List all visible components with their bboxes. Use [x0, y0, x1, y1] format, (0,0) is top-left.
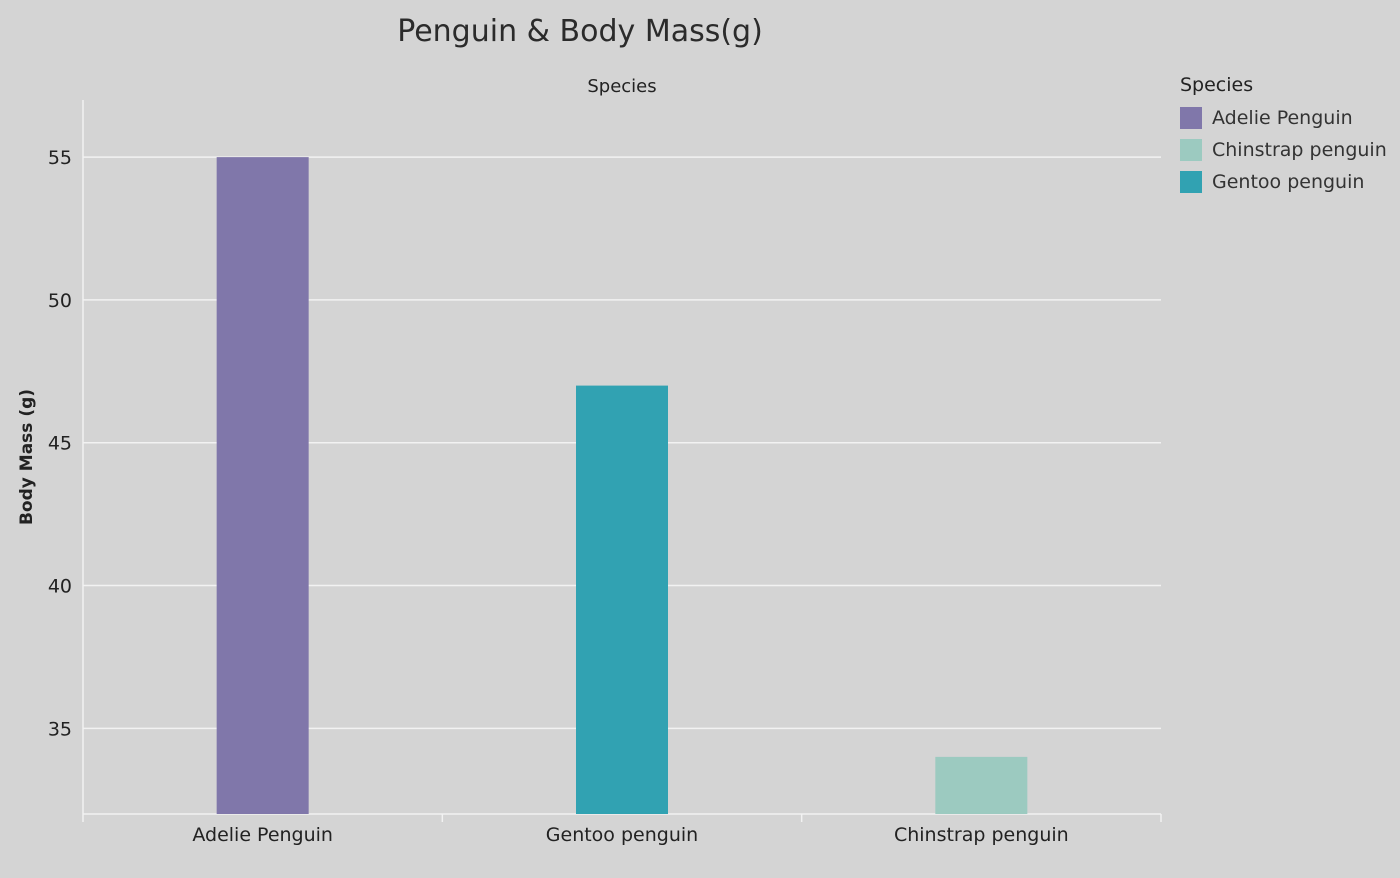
x-tick-label: Gentoo penguin	[546, 824, 698, 846]
legend-label-gentoo: Gentoo penguin	[1212, 171, 1365, 193]
legend-swatch-chinstrap	[1180, 139, 1202, 161]
legend: Species Adelie Penguin Chinstrap penguin…	[1180, 74, 1387, 198]
chart-title: Penguin & Body Mass(g)	[397, 14, 763, 49]
y-tick-label: 35	[48, 718, 72, 740]
y-tick-label: 40	[48, 576, 72, 598]
legend-item-chinstrap[interactable]: Chinstrap penguin	[1180, 134, 1387, 166]
bar-gentoo-penguin	[576, 385, 668, 814]
bar-adelie-penguin	[216, 157, 309, 814]
legend-label-adelie: Adelie Penguin	[1212, 107, 1353, 129]
bar-chinstrap-penguin	[935, 756, 1028, 814]
legend-item-adelie[interactable]: Adelie Penguin	[1180, 102, 1387, 134]
x-tick-label: Adelie Penguin	[192, 824, 333, 846]
legend-label-chinstrap: Chinstrap penguin	[1212, 139, 1387, 161]
legend-swatch-adelie	[1180, 107, 1202, 129]
legend-title: Species	[1180, 74, 1254, 96]
y-tick-label: 55	[48, 147, 72, 169]
x-tick-label: Chinstrap penguin	[894, 824, 1069, 846]
column-header: Species	[587, 76, 656, 97]
legend-item-gentoo[interactable]: Gentoo penguin	[1180, 166, 1387, 198]
y-tick-label: 45	[48, 433, 72, 455]
legend-swatch-gentoo	[1180, 171, 1202, 193]
y-tick-label: 50	[48, 290, 72, 312]
y-axis-label: Body Mass (g)	[17, 389, 37, 525]
